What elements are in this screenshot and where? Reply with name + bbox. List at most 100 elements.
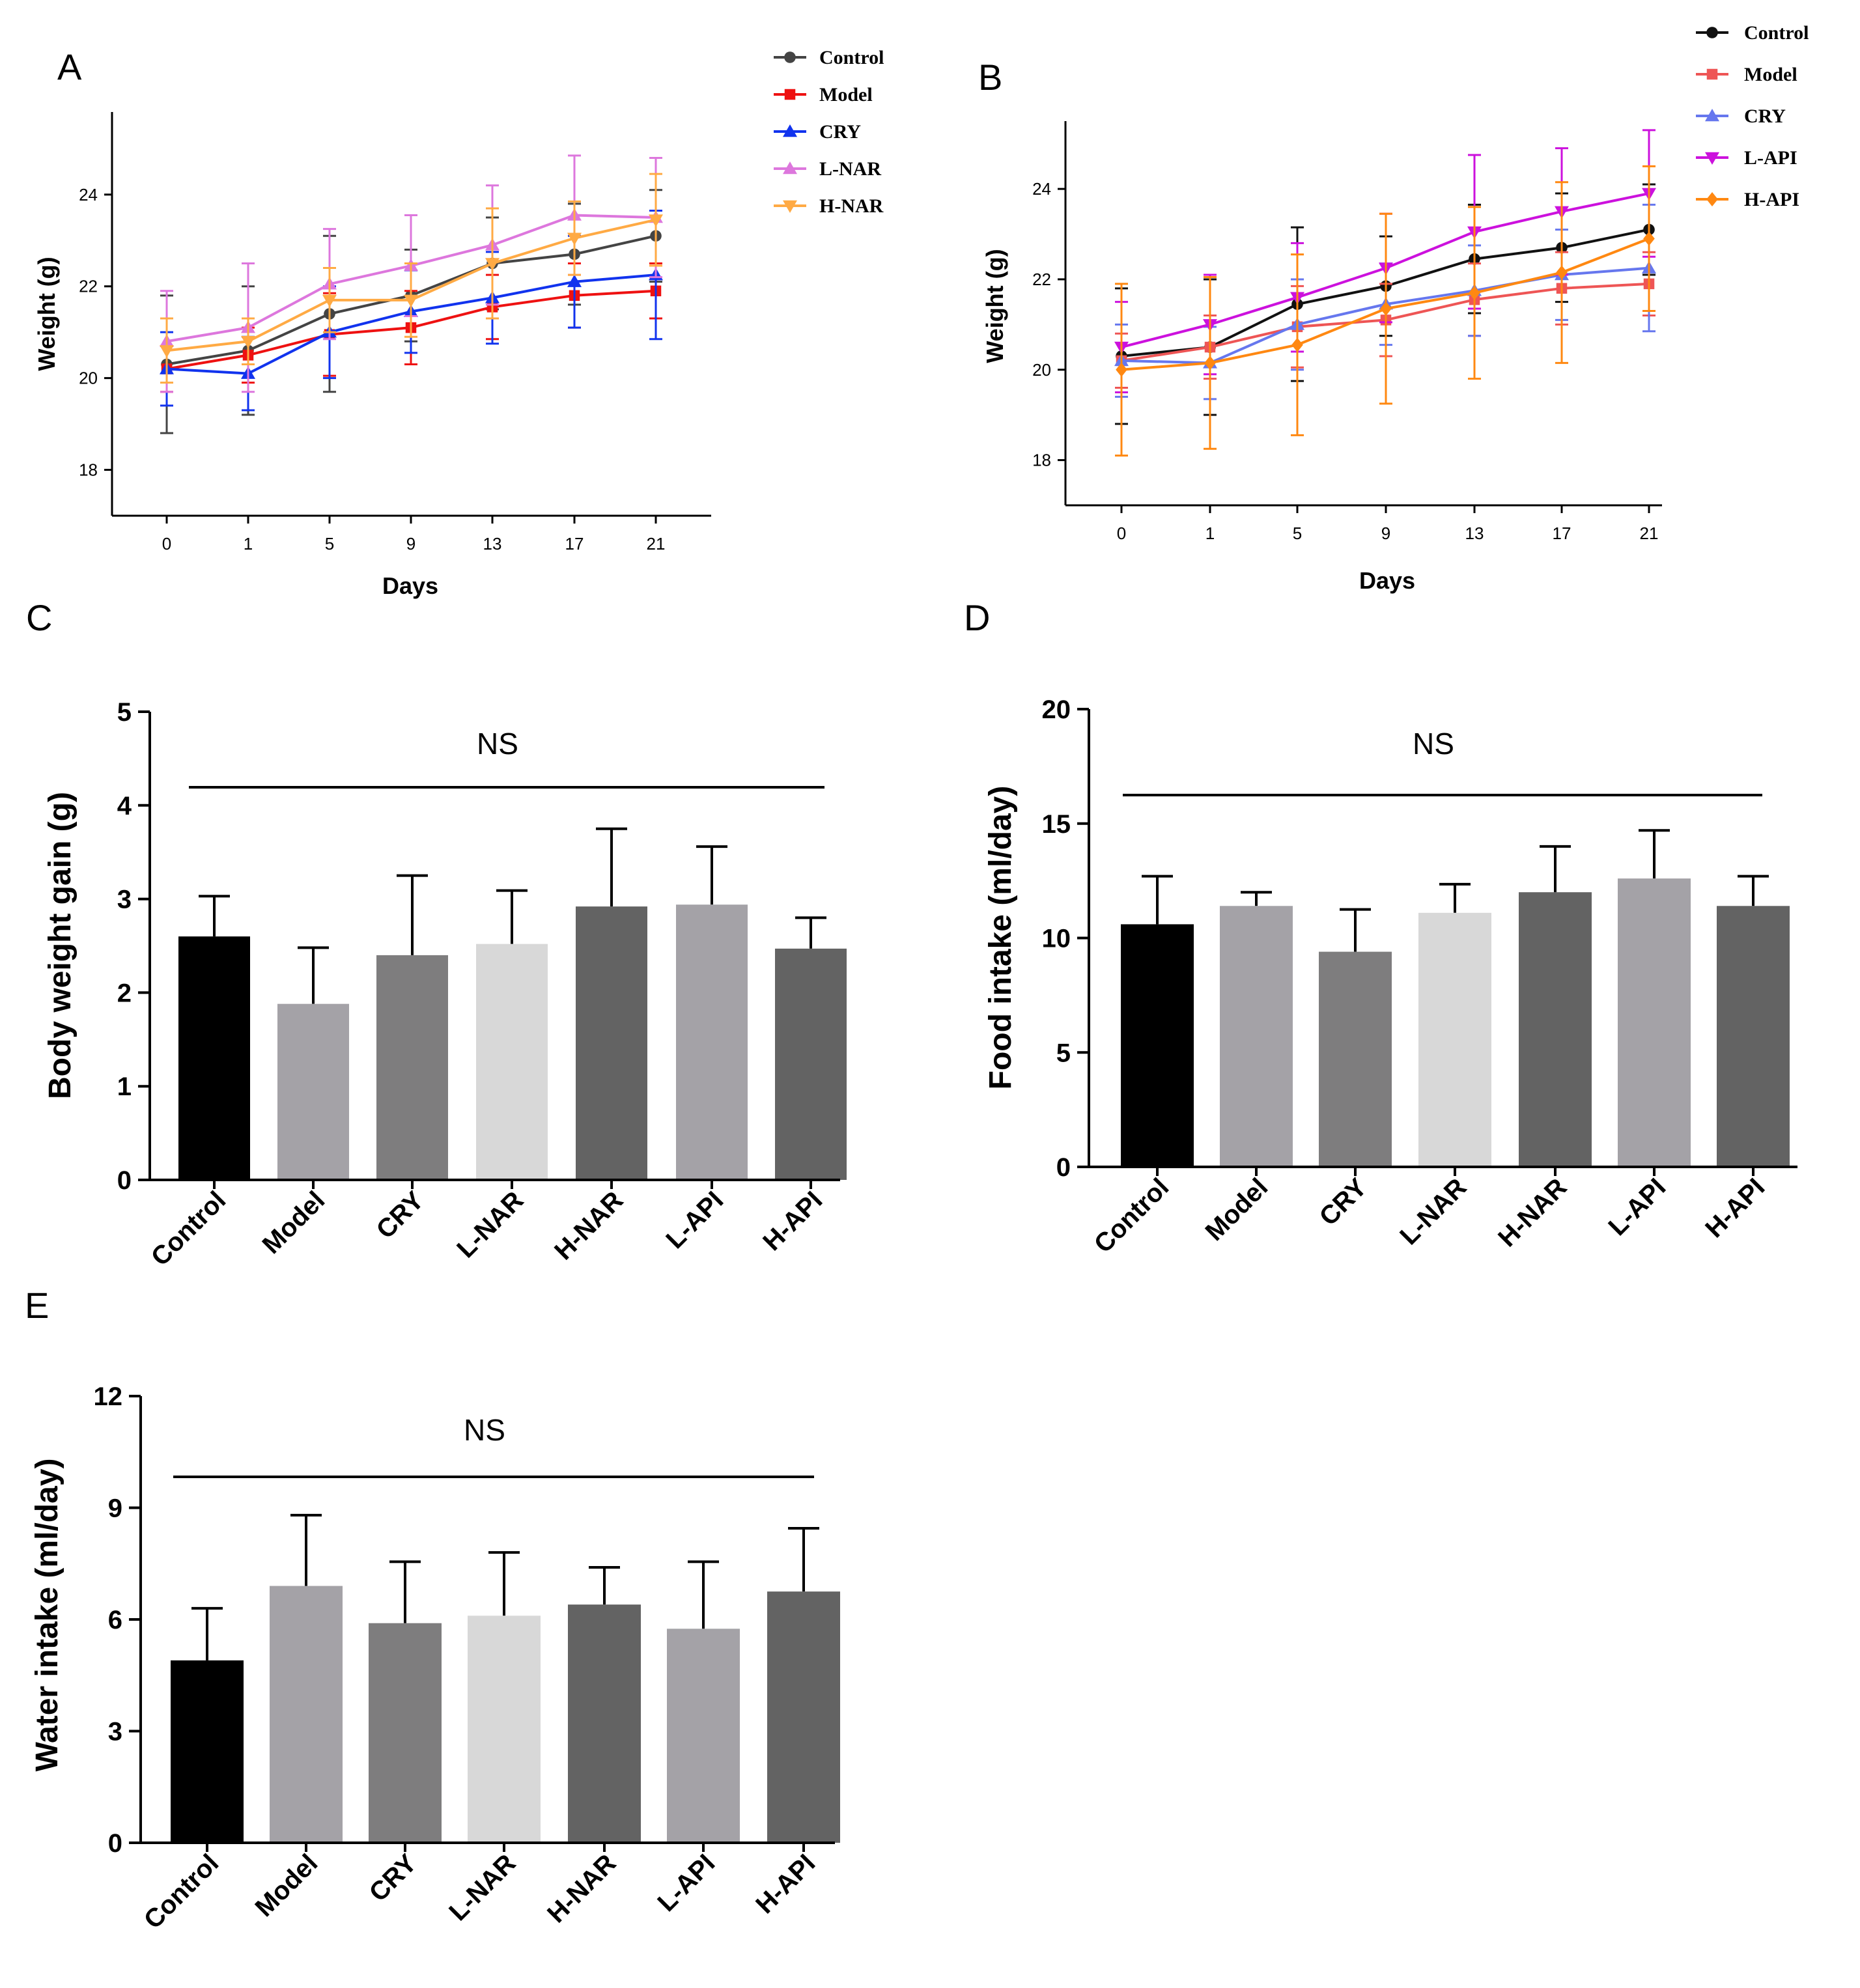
y-tick-label: 24 — [1032, 179, 1051, 199]
y-tick-label: 22 — [1032, 270, 1051, 289]
y-axis-title: Food intake (ml/day) — [983, 786, 1018, 1090]
x-tick-label: Control — [146, 1186, 232, 1272]
legend-label: L-API — [1744, 147, 1797, 169]
x-tick-label: Control — [1089, 1173, 1175, 1259]
legend-marker — [784, 89, 796, 100]
bar-l-nar — [476, 944, 548, 1180]
legend-label: Model — [1744, 64, 1797, 85]
legend-marker — [783, 200, 797, 213]
x-tick-label: 21 — [647, 534, 666, 553]
legend-marker — [1705, 152, 1719, 165]
legend-entry: L-NAR — [774, 158, 881, 180]
x-tick-label: H-NAR — [542, 1849, 621, 1928]
bar-chart-d: D 0 5 10 15 20 Control Model CRY L-NAR H-NAR L-API H… — [964, 597, 1797, 1259]
legend-entry: H-NAR — [774, 195, 884, 217]
data-point — [567, 274, 582, 287]
data-point — [241, 336, 255, 349]
x-tick-label: 1 — [244, 534, 253, 553]
panel-label: E — [25, 1285, 49, 1326]
x-tick-label: 17 — [1553, 524, 1571, 543]
x-tick-label: 21 — [1640, 524, 1659, 543]
x-axis-title: Days — [382, 572, 438, 599]
bar-cry — [376, 955, 448, 1180]
bar-h-nar — [576, 906, 647, 1180]
x-tick-label: H-API — [1700, 1173, 1770, 1243]
bar-model — [1220, 906, 1293, 1167]
data-point — [567, 232, 582, 245]
legend-label: Control — [819, 47, 884, 68]
x-tick-label: CRY — [371, 1186, 430, 1244]
x-tick-label: H-API — [750, 1849, 821, 1919]
y-tick-label: 24 — [79, 185, 98, 204]
bar-l-nar — [468, 1616, 541, 1843]
legend-entry: Model — [774, 84, 873, 105]
bar-cry — [369, 1623, 442, 1843]
legend-entry: Model — [1696, 64, 1797, 85]
y-tick-label: 5 — [1056, 1039, 1071, 1067]
legend-label: L-NAR — [819, 158, 881, 180]
x-tick-label: L-API — [652, 1849, 720, 1917]
bar-l-nar — [1418, 912, 1491, 1167]
bar-h-nar — [568, 1604, 641, 1843]
legend-label: H-NAR — [819, 195, 884, 217]
x-tick-label: H-API — [757, 1186, 828, 1256]
line-chart-a: A 18 20 22 24 0 1 5 9 13 17 21 Days Weight (g) Control… — [33, 46, 884, 599]
legend-entry: CRY — [1696, 105, 1786, 127]
y-tick-label: 18 — [79, 460, 98, 480]
x-tick-label: Model — [250, 1849, 324, 1922]
bar-h-api — [775, 948, 847, 1180]
x-tick-label: Model — [1200, 1173, 1274, 1246]
legend-label: CRY — [819, 121, 861, 143]
data-point — [485, 258, 500, 271]
bar-l-api — [667, 1629, 740, 1843]
y-tick-label: 6 — [108, 1606, 122, 1634]
x-tick-label: H-NAR — [549, 1186, 628, 1265]
x-tick-label: Control — [139, 1849, 225, 1935]
panel-label: D — [964, 597, 990, 638]
legend-marker — [783, 124, 797, 137]
y-axis-title: Body weight gain (g) — [43, 792, 78, 1099]
bar-model — [277, 1003, 349, 1180]
x-tick-label: H-NAR — [1493, 1173, 1572, 1252]
y-tick-label: 15 — [1042, 810, 1071, 839]
data-point — [1291, 337, 1303, 352]
y-tick-label: 5 — [117, 698, 132, 727]
bar-control — [1121, 924, 1194, 1167]
legend-entry: L-API — [1696, 147, 1797, 169]
series-h-api — [1115, 165, 1656, 457]
data-point — [1469, 285, 1480, 300]
y-tick-label: 2 — [117, 979, 132, 1007]
legend-label: CRY — [1744, 105, 1786, 127]
y-tick-label: 12 — [94, 1382, 123, 1411]
data-point — [1556, 265, 1568, 280]
y-tick-label: 20 — [79, 369, 98, 388]
legend-entry: Control — [1696, 22, 1809, 44]
x-tick-label: 13 — [1465, 524, 1484, 543]
ns-annotation: NS — [464, 1413, 505, 1447]
data-point — [649, 214, 663, 227]
bar-l-api — [676, 904, 748, 1180]
data-point — [1643, 231, 1655, 246]
legend-marker — [783, 161, 797, 175]
data-point — [404, 294, 418, 307]
y-axis-title: Water intake (ml/day) — [30, 1458, 64, 1771]
ns-annotation: NS — [1413, 727, 1454, 761]
x-tick-label: L-API — [1603, 1173, 1671, 1241]
y-tick-label: 10 — [1042, 925, 1071, 953]
bar-cry — [1319, 951, 1392, 1167]
x-tick-label: L-API — [660, 1186, 729, 1254]
legend-marker — [1706, 27, 1718, 38]
legend-label: Control — [1744, 22, 1809, 44]
y-tick-label: 3 — [117, 886, 132, 914]
y-tick-label: 18 — [1032, 451, 1051, 470]
legend-entry: CRY — [774, 121, 861, 143]
data-point — [1116, 362, 1127, 377]
x-axis-title: Days — [1359, 567, 1415, 594]
legend-marker — [1706, 192, 1718, 206]
y-axis-title: Weight (g) — [33, 257, 60, 371]
legend-marker — [1706, 68, 1718, 80]
ns-annotation: NS — [477, 727, 518, 761]
bar-h-api — [1717, 906, 1790, 1167]
x-tick-label: L-NAR — [451, 1186, 529, 1263]
data-point — [1380, 301, 1392, 316]
